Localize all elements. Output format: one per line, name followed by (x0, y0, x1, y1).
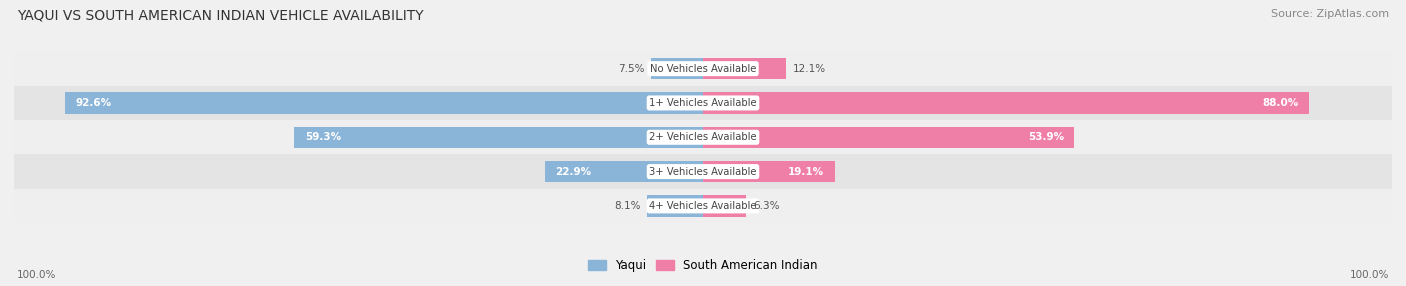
Legend: Yaqui, South American Indian: Yaqui, South American Indian (588, 259, 818, 272)
Bar (14, 86, 1392, 120)
Text: 1+ Vehicles Available: 1+ Vehicles Available (650, 98, 756, 108)
Text: 88.0%: 88.0% (1263, 98, 1299, 108)
Bar (294, 127, 703, 148)
Bar (651, 58, 703, 79)
Text: 59.3%: 59.3% (305, 132, 340, 142)
Text: 92.6%: 92.6% (76, 98, 111, 108)
Text: 100.0%: 100.0% (1350, 270, 1389, 280)
Text: 12.1%: 12.1% (793, 64, 827, 74)
Bar (546, 161, 703, 182)
Text: 19.1%: 19.1% (789, 167, 824, 176)
Text: 100.0%: 100.0% (17, 270, 56, 280)
Bar (14, 120, 1392, 154)
Bar (703, 161, 835, 182)
Bar (647, 195, 703, 217)
Bar (703, 195, 747, 217)
Text: 53.9%: 53.9% (1028, 132, 1064, 142)
Bar (14, 51, 1392, 86)
Bar (703, 58, 786, 79)
Text: Source: ZipAtlas.com: Source: ZipAtlas.com (1271, 9, 1389, 19)
Text: 7.5%: 7.5% (619, 64, 644, 74)
Text: 22.9%: 22.9% (555, 167, 592, 176)
Bar (14, 154, 1392, 189)
Bar (703, 92, 1309, 114)
Text: YAQUI VS SOUTH AMERICAN INDIAN VEHICLE AVAILABILITY: YAQUI VS SOUTH AMERICAN INDIAN VEHICLE A… (17, 9, 423, 23)
Text: 3+ Vehicles Available: 3+ Vehicles Available (650, 167, 756, 176)
Bar (14, 189, 1392, 223)
Bar (65, 92, 703, 114)
Text: 8.1%: 8.1% (614, 201, 640, 211)
Text: 2+ Vehicles Available: 2+ Vehicles Available (650, 132, 756, 142)
Text: No Vehicles Available: No Vehicles Available (650, 64, 756, 74)
Bar (703, 127, 1074, 148)
Text: 4+ Vehicles Available: 4+ Vehicles Available (650, 201, 756, 211)
Text: 6.3%: 6.3% (754, 201, 780, 211)
